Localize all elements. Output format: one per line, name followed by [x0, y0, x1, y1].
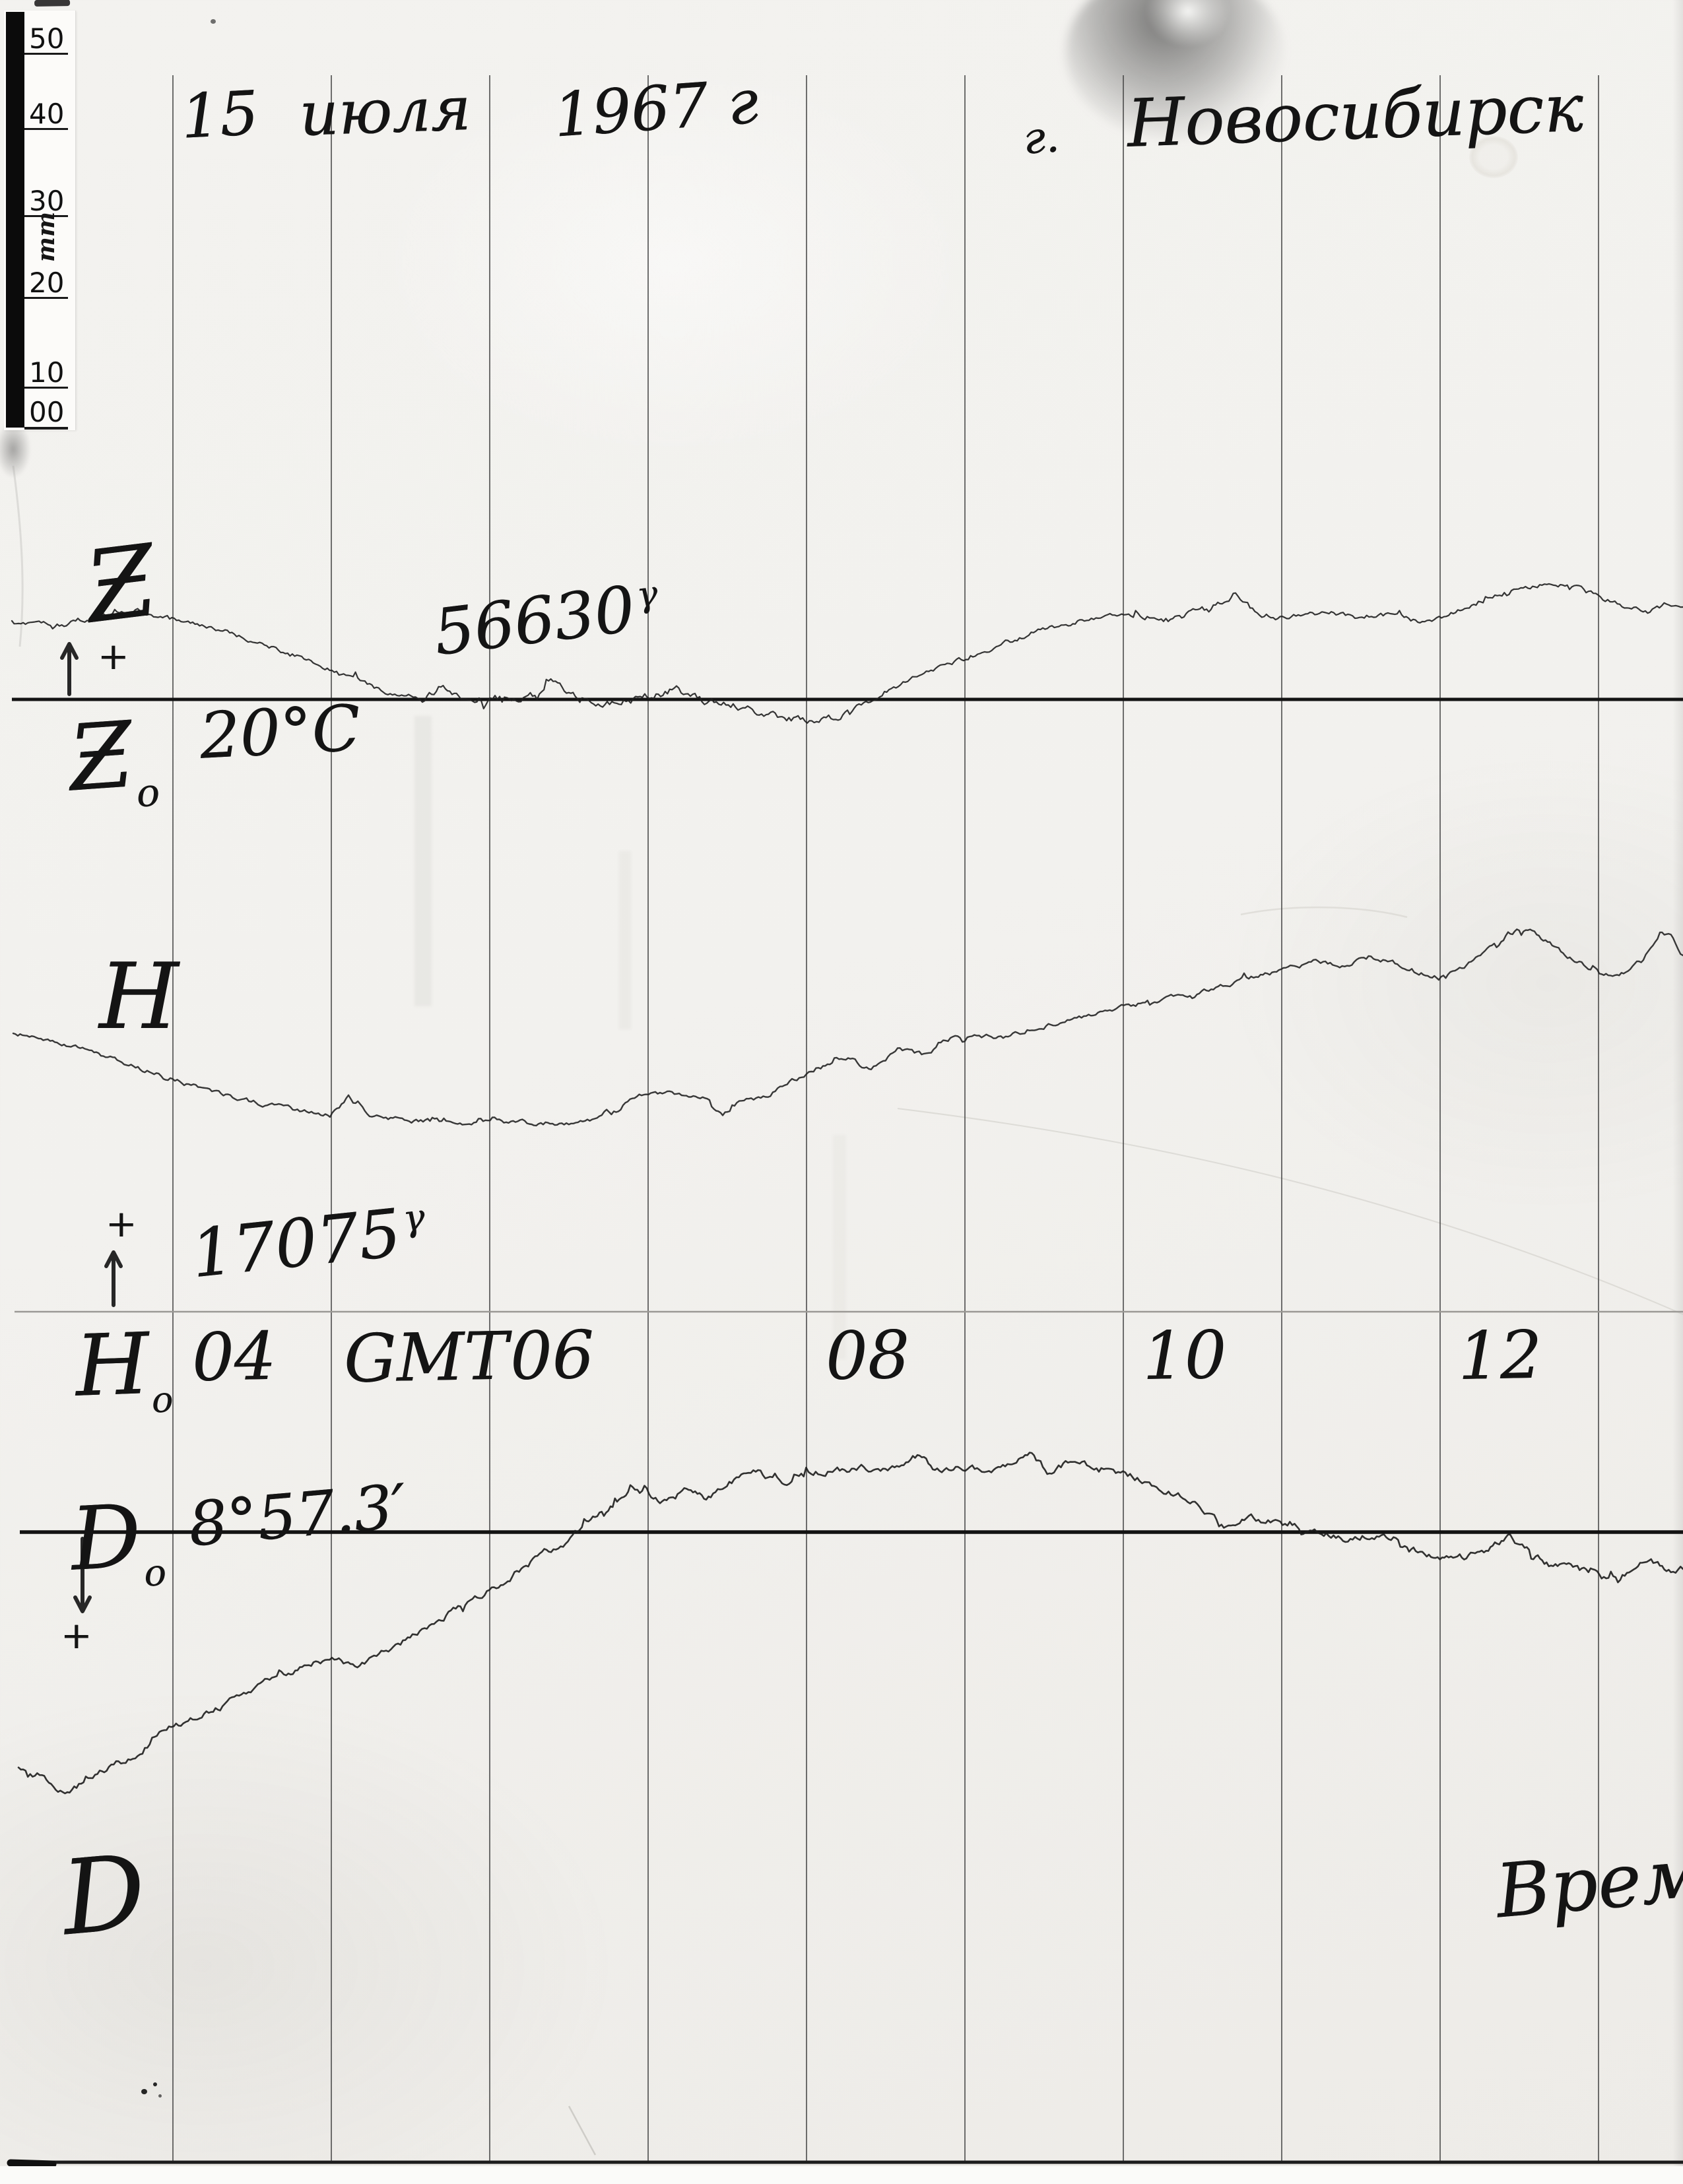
paper-bottom-edge [0, 2166, 1683, 2184]
z-baseline-label: Ƶo [65, 701, 161, 816]
h-plus-arrow-icon [104, 1250, 123, 1307]
station-city: Новосибирск [1125, 69, 1585, 162]
z-baseline-sub: o [135, 769, 161, 816]
ruler-label-00: 00 [29, 396, 65, 428]
bottom-edge-thick [7, 2159, 57, 2168]
ruler-label-20: 20 [29, 267, 65, 299]
ruler-tick [24, 297, 68, 299]
ink-dot [211, 19, 216, 24]
ruler-label-50: 50 [29, 22, 65, 55]
ruler-tick [24, 215, 68, 217]
mm-scale-ruler: 50 40 30 20 10 00 mm [4, 11, 76, 430]
z-trace [11, 583, 1683, 724]
ink-speck [158, 2094, 162, 2098]
date-day: 15 [179, 77, 261, 152]
z-trace-label: Ƶ [79, 523, 162, 646]
h-baseline-sub: o [150, 1378, 174, 1421]
ruler-label-30: 30 [29, 185, 65, 217]
d-baseline-label: Do [68, 1485, 167, 1595]
z-temperature: 20°C [197, 691, 362, 773]
time-axis-name: Время [1492, 1827, 1683, 1935]
ruler-tick [24, 387, 68, 389]
paper-stain [1469, 136, 1518, 178]
ruler-tick [24, 128, 68, 130]
d-baseline-base: D [68, 1485, 144, 1591]
time-label-04: 04 [191, 1317, 277, 1396]
d-trace-label: D [57, 1832, 150, 1959]
ruler-unit-label: mm [32, 211, 61, 263]
ruler-tick [24, 53, 68, 55]
h-trace [12, 928, 1683, 1127]
pencil-streak [414, 716, 432, 1006]
h-baseline-label: Ho [74, 1315, 174, 1421]
date-year: 1967 г [551, 66, 761, 151]
h-trace-label: H [99, 944, 179, 1050]
time-label-06: 06 [509, 1316, 595, 1395]
pencil-streak [833, 1135, 846, 1359]
h-polarity-plus: + [106, 1203, 137, 1246]
pencil-streak [619, 851, 631, 1029]
right-edge-shadow [1672, 0, 1683, 2184]
city-prefix: г. [1021, 111, 1061, 164]
time-label-08: 08 [824, 1316, 911, 1395]
d-declination-value: 8°57.3′ [185, 1471, 409, 1560]
date-month: июля [298, 73, 473, 150]
ink-speck [141, 2089, 147, 2094]
ruler-black-bar [6, 12, 24, 428]
time-label-12: 12 [1457, 1316, 1543, 1395]
z-gamma-unit: γ [634, 573, 660, 616]
pencil-smear [0, 421, 30, 478]
ruler-tick [24, 427, 68, 430]
time-system-label: GМТ [343, 1317, 509, 1397]
h-gamma-unit: γ [401, 1195, 427, 1240]
paper-creases [12, 465, 1683, 2156]
time-label-10: 10 [1141, 1316, 1228, 1395]
ruler-label-40: 40 [29, 98, 65, 130]
ruler-label-10: 10 [29, 356, 65, 389]
ink-speck [153, 2082, 157, 2086]
d-trace [17, 1452, 1683, 1795]
d-baseline-sub: o [143, 1551, 168, 1595]
d-minus-arrow-icon [73, 1537, 92, 1613]
z-polarity-plus: + [98, 635, 129, 678]
z-plus-arrow-icon [60, 642, 79, 696]
h-baseline-base: H [73, 1315, 151, 1416]
z-baseline-base: Ƶ [65, 701, 137, 812]
d-polarity-plus: + [61, 1615, 92, 1657]
